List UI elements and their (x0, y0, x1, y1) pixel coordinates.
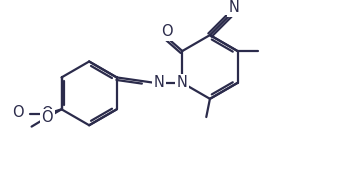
Text: N: N (177, 75, 188, 90)
Text: O: O (42, 110, 53, 125)
Text: N: N (153, 75, 164, 90)
Text: N: N (177, 75, 188, 90)
Text: O: O (12, 105, 23, 121)
Text: O: O (161, 24, 173, 39)
Text: O: O (41, 106, 53, 121)
Text: N: N (228, 0, 239, 15)
